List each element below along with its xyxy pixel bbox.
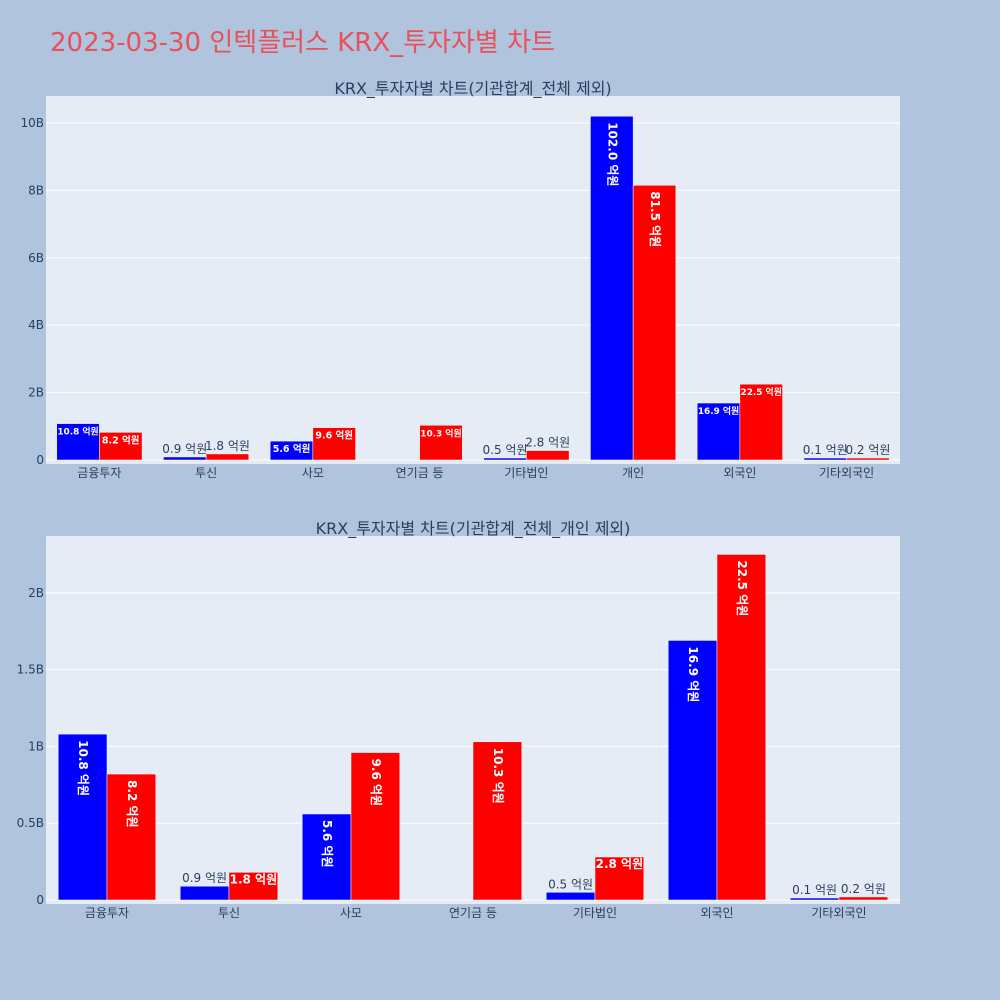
y-tick-label: 4B [28, 318, 44, 332]
x-tick-label: 투신 [218, 906, 240, 920]
bar-label: 0.2 억원 [845, 443, 890, 457]
bar-buy [483, 457, 527, 461]
x-tick-label: 투신 [195, 466, 217, 480]
x-tick-label: 연기금 등 [449, 906, 497, 920]
bar-sell [205, 453, 250, 461]
x-tick-label: 개인 [622, 466, 644, 480]
bar-sell [594, 856, 645, 901]
x-tick-label: 연기금 등 [396, 466, 444, 480]
bar-sell [312, 427, 356, 461]
x-tick-label: 금융투자 [77, 466, 121, 480]
bar-label: 81.5 억원 [648, 191, 662, 247]
bar-label: 2.8 억원 [525, 436, 570, 450]
bar-label: 1.8 억원 [230, 872, 278, 886]
x-tick-label: 외국인 [723, 466, 756, 480]
bar-label: 16.9 억원 [698, 405, 739, 417]
bar-label: 2.8 억원 [596, 857, 644, 871]
y-tick-label: 0 [36, 453, 44, 467]
bar-label: 5.6 억원 [320, 820, 334, 868]
bar-buy [590, 115, 634, 461]
bar-label: 0.9 억원 [182, 871, 227, 885]
bar-sell [472, 741, 523, 901]
y-tick-label: 0 [36, 893, 44, 907]
x-tick-label: 기타법인 [573, 906, 617, 920]
x-tick-label: 사모 [340, 906, 362, 920]
bar-sell [716, 554, 767, 901]
bar-sell [632, 185, 677, 461]
y-tick-label: 8B [28, 183, 44, 197]
bar-buy [301, 813, 352, 901]
bar-buy [56, 423, 100, 461]
chart-title: KRX_투자자별 차트(기관합계_전체_개인 제외) [316, 519, 631, 539]
bar-buy [179, 885, 230, 901]
bar-label: 22.5 억원 [735, 560, 749, 616]
x-tick-label: 기타법인 [504, 466, 548, 480]
bar-label: 5.6 억원 [273, 443, 311, 455]
bar-label: 9.6 억원 [369, 759, 383, 807]
bar-label: 8.2 억원 [125, 780, 139, 828]
bar-label: 9.6 억원 [315, 430, 353, 442]
bar-label: 1.8 억원 [205, 439, 250, 453]
bar-label: 10.3 억원 [491, 748, 505, 804]
page-title: 2023-03-30 인텍플러스 KRX_투자자별 차트 [50, 28, 555, 58]
y-tick-label: 6B [28, 251, 44, 265]
y-tick-label: 2B [28, 586, 44, 600]
bar-sell [846, 457, 890, 461]
bar-buy [696, 402, 741, 461]
y-tick-label: 0.5B [17, 816, 44, 830]
bar-label: 102.0 억원 [605, 122, 619, 186]
y-tick-label: 10B [20, 116, 44, 130]
chart-title: KRX_투자자별 차트(기관합계_전체 제외) [334, 79, 611, 99]
bar-label: 0.1 억원 [803, 443, 848, 457]
bar-label: 8.2 억원 [102, 434, 140, 446]
bar-buy [545, 892, 596, 901]
bar-sell [99, 432, 143, 461]
x-tick-label: 사모 [302, 466, 324, 480]
bar-label: 10.8 억원 [76, 740, 90, 796]
x-tick-label: 외국인 [700, 906, 733, 920]
y-tick-label: 1.5B [17, 663, 44, 677]
chart-bottom: KRX_투자자별 차트(기관합계_전체_개인 제외) 0 0.5B 1B 1.5B 2B 금… [17, 519, 900, 920]
bar-sell [739, 383, 783, 461]
x-tick-label: 기타외국인 [811, 906, 866, 920]
y-tick-label: 2B [28, 386, 44, 400]
bar-sell [419, 425, 463, 461]
x-tick-label: 금융투자 [85, 906, 129, 920]
y-tick-label: 1B [28, 739, 44, 753]
bar-label: 10.3 억원 [420, 427, 461, 439]
bar-buy [789, 897, 840, 901]
bar-label: 0.9 억원 [162, 442, 207, 456]
bar-label: 10.8 억원 [57, 426, 98, 438]
bar-sell [526, 450, 570, 461]
bar-label: 0.5 억원 [483, 443, 528, 457]
bar-sell [228, 872, 279, 901]
bar-buy [803, 457, 847, 461]
bar-label: 16.9 억원 [686, 646, 700, 702]
bar-sell [106, 773, 157, 901]
bar-label: 0.1 억원 [792, 883, 837, 897]
bar-label: 22.5 억원 [741, 386, 782, 398]
bar-label: 0.2 억원 [841, 882, 886, 896]
bar-buy [667, 640, 718, 901]
bar-sell [350, 752, 401, 901]
bar-label: 0.5 억원 [548, 877, 593, 891]
bar-buy [163, 456, 207, 461]
chart-top: KRX_투자자별 차트(기관합계_전체 제외) 0 2B 4B 6B 8B 10B 금융투자 1… [20, 79, 900, 480]
x-tick-label: 기타외국인 [819, 466, 874, 480]
bar-sell [838, 896, 889, 901]
bar-buy [57, 733, 108, 901]
